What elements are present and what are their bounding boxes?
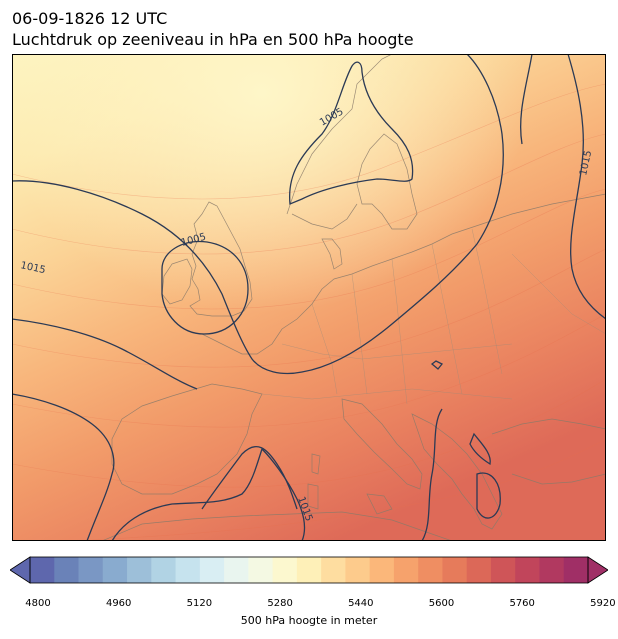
colorbar-tick-label: 5120 — [186, 598, 213, 609]
colorbar-cell — [321, 557, 346, 583]
colorbar-tick-label: 5920 — [590, 598, 616, 609]
colorbar-cell — [224, 557, 249, 583]
colorbar-cell — [296, 557, 322, 583]
colorbar-cell — [539, 557, 565, 583]
colorbar-cell — [175, 557, 201, 583]
colorbar-tick-label: 5440 — [348, 598, 374, 609]
colorbar-tick-label: 5280 — [267, 598, 293, 609]
colorbar-cell — [466, 557, 492, 583]
colorbar-cell — [345, 557, 371, 583]
coastlines — [101, 54, 606, 541]
colorbar-cell — [102, 557, 128, 583]
colorbar-cell — [54, 557, 79, 583]
map-title-date: 06-09-1826 12 UTC — [12, 9, 168, 28]
colorbar-cell — [418, 557, 443, 583]
colorbar-cell — [442, 557, 468, 583]
colorbar-cell — [563, 557, 589, 583]
colorbar — [9, 556, 609, 588]
colorbar-tick-label: 4800 — [25, 598, 51, 609]
colorbar-cell — [490, 557, 516, 583]
colorbar-cell — [127, 557, 152, 583]
colorbar-tick-label: 5760 — [509, 598, 535, 609]
colorbar-tick-label: 5600 — [428, 598, 455, 609]
colorbar-cell — [151, 557, 176, 583]
colorbar-max-arrow — [587, 556, 609, 584]
isobar-label: 1015 — [578, 149, 594, 176]
colorbar-cell — [30, 557, 55, 583]
colorbar-cell — [272, 557, 298, 583]
colorbar-cell — [199, 557, 225, 583]
colorbar-title: 500 hPa hoogte in meter — [240, 614, 378, 627]
isobar-label: 1015 — [19, 260, 46, 276]
colorbar-cell — [369, 557, 395, 583]
colorbar-min-arrow — [9, 556, 31, 584]
weather-map: 1005 1005 1015 1015 1015 — [12, 54, 606, 541]
colorbar-cell — [393, 557, 419, 583]
map-title-description: Luchtdruk op zeeniveau in hPa en 500 hPa… — [12, 30, 414, 49]
colorbar-cell — [515, 557, 540, 583]
colorbar-tick-label: 4960 — [105, 598, 132, 609]
colorbar-cell — [78, 557, 104, 583]
country-borders — [261, 228, 606, 405]
isobars — [12, 54, 606, 541]
colorbar-cell — [248, 557, 274, 583]
height-contours — [12, 83, 606, 541]
